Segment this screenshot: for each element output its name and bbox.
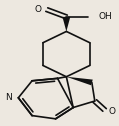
Polygon shape [66,77,93,85]
Polygon shape [62,17,70,32]
Text: O: O [34,5,41,14]
Text: OH: OH [99,12,112,21]
Text: O: O [109,107,116,116]
Text: N: N [6,93,12,102]
